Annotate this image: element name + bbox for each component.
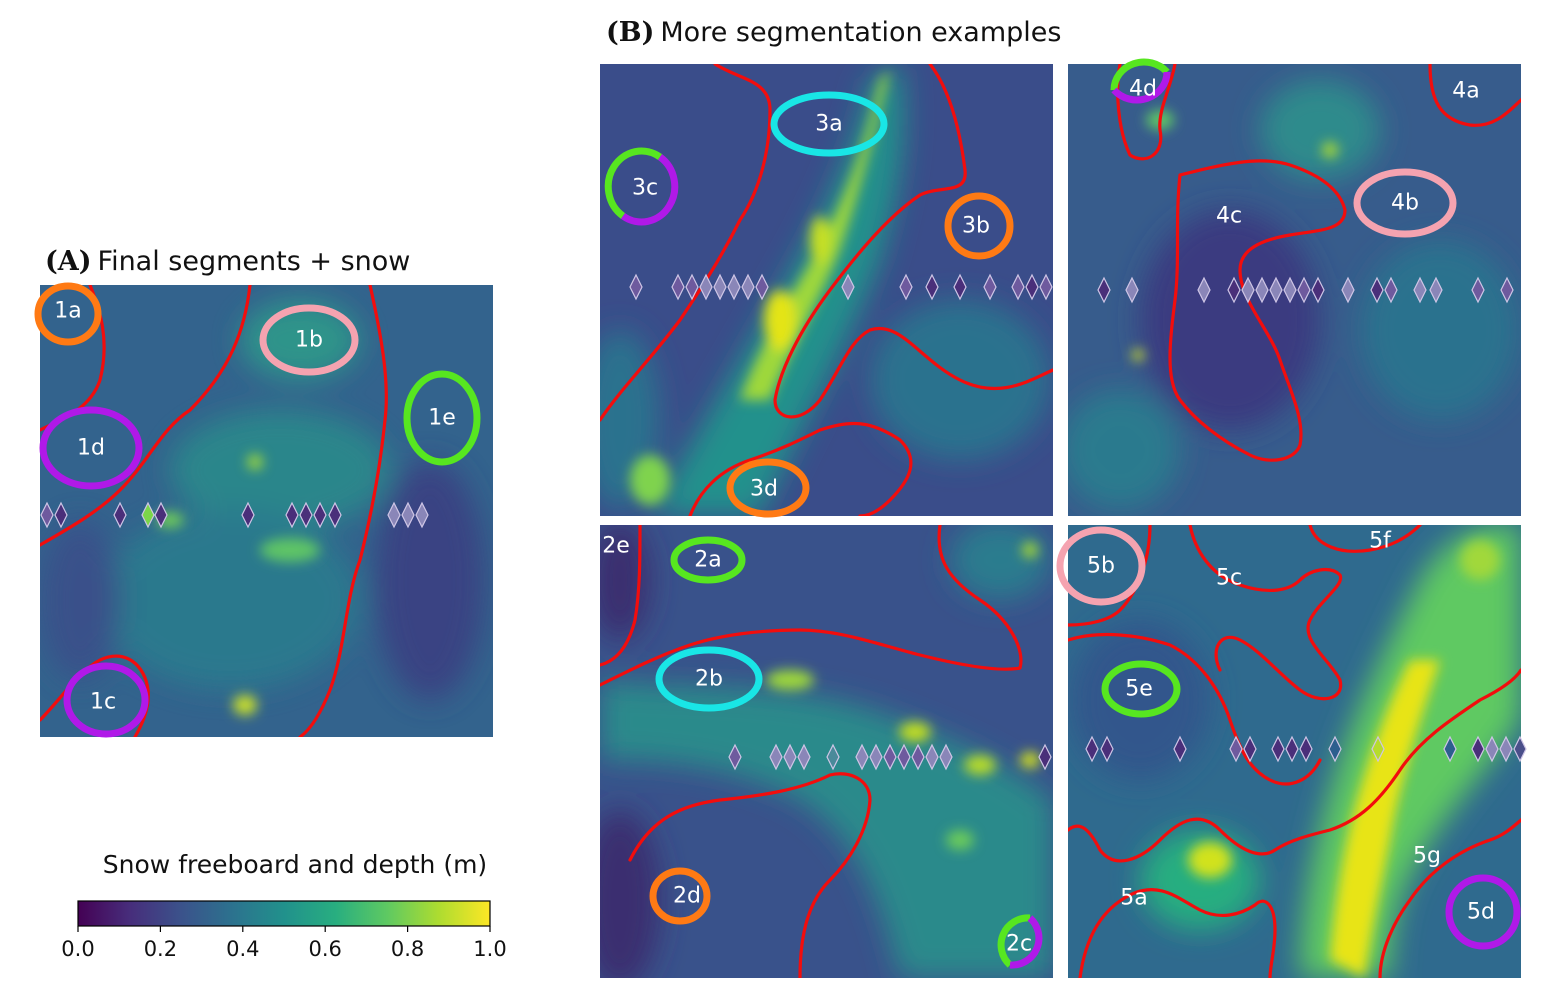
panel-b-title-text: More segmentation examples — [660, 17, 1061, 48]
panel-2-markers: 2e 2a 2b 2d 2c — [602, 534, 1043, 969]
segment-boundary — [1078, 888, 1277, 978]
label-5c: 5c — [1216, 566, 1242, 591]
label-1d: 1d — [77, 436, 105, 461]
segment-boundary — [1428, 64, 1521, 127]
panel-a-title-text: Final segments + snow — [98, 246, 411, 277]
panel-2-diamonds — [728, 743, 1052, 771]
segment-boundary — [1116, 64, 1177, 161]
segment-boundary — [1188, 525, 1343, 701]
panel-3-diamonds — [629, 273, 1053, 301]
label-4b: 4b — [1391, 191, 1419, 216]
segment-boundary — [40, 285, 252, 547]
colorbar-tick-label: 0.0 — [61, 937, 94, 961]
colorbar-tick-label: 0.2 — [144, 937, 177, 961]
segment-boundary — [1378, 818, 1521, 978]
panel-b-title: (B) More segmentation examples — [606, 17, 1061, 48]
colorbar-tick-label: 0.6 — [308, 937, 341, 961]
panel-a-diamonds — [40, 501, 429, 529]
segment-boundary — [600, 525, 642, 667]
segment-boundary — [688, 421, 913, 516]
segment-boundary — [1168, 159, 1347, 462]
label-5b: 5b — [1087, 554, 1115, 579]
panel-a-letter: (A) — [45, 246, 92, 277]
label-5e: 5e — [1125, 677, 1153, 702]
panel-4-diamonds — [1097, 276, 1514, 304]
colorbar-title: Snow freeboard and depth (m) — [103, 850, 487, 879]
panel-a-title: (A) Final segments + snow — [45, 246, 410, 277]
colorbar-tick-label: 0.8 — [391, 937, 424, 961]
label-5g: 5g — [1413, 844, 1441, 869]
label-1a: 1a — [54, 299, 81, 324]
panel-a-markers: 1a 1b 1e 1d 1c — [34, 282, 481, 738]
label-3d: 3d — [750, 477, 778, 502]
panel-2-map — [600, 525, 1053, 978]
panel-3-markers: 3a 3b 3c 3d — [604, 91, 1014, 518]
label-2c: 2c — [1006, 932, 1032, 957]
label-4c: 4c — [1216, 204, 1242, 229]
segment-boundary — [298, 285, 388, 737]
label-1e: 1e — [428, 406, 456, 431]
panel-5-markers: 5b 5c 5f 5e 5g 5a 5d — [1056, 526, 1521, 950]
label-2e: 2e — [602, 534, 630, 559]
colorbar: Snow freeboard and depth (m) 0.0 0.2 0.4 0.… — [61, 850, 506, 961]
panel-3-map — [600, 64, 1053, 516]
segment-boundary — [600, 64, 772, 422]
panel-5-map — [1068, 525, 1521, 978]
panel-4-markers: 4d 4a 4b 4c — [1110, 58, 1480, 238]
label-3a: 3a — [815, 112, 842, 137]
colorbar-ticks: 0.0 0.2 0.4 0.6 0.8 1.0 — [61, 926, 507, 961]
label-2b: 2b — [695, 667, 723, 692]
segment-boundary — [773, 64, 1053, 419]
segment-boundary — [1308, 525, 1422, 553]
label-3b: 3b — [962, 214, 990, 239]
colorbar-tick-label: 0.4 — [226, 937, 259, 961]
label-5a: 5a — [1120, 886, 1147, 911]
segment-boundary — [1068, 525, 1152, 627]
segment-boundary — [628, 772, 872, 978]
panel-b-letter: (B) — [606, 17, 654, 48]
label-2a: 2a — [694, 548, 721, 573]
label-4a: 4a — [1452, 79, 1479, 104]
label-1c: 1c — [90, 690, 116, 715]
label-4d: 4d — [1129, 77, 1157, 102]
panel-5-diamonds — [1085, 735, 1527, 763]
colorbar-tick-label: 1.0 — [473, 937, 506, 961]
label-5d: 5d — [1467, 900, 1495, 925]
segment-boundary — [1068, 632, 1322, 786]
label-1b: 1b — [295, 328, 323, 353]
segment-boundary — [600, 525, 1023, 687]
label-5f: 5f — [1369, 529, 1392, 554]
label-3c: 3c — [632, 176, 658, 201]
label-2d: 2d — [673, 884, 701, 909]
colorbar-gradient — [77, 900, 491, 927]
segment-boundary — [1068, 668, 1521, 863]
